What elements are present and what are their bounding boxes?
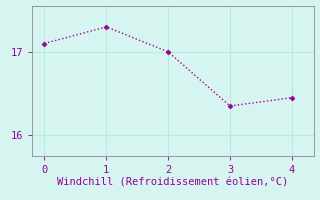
X-axis label: Windchill (Refroidissement éolien,°C): Windchill (Refroidissement éolien,°C)	[57, 178, 288, 188]
